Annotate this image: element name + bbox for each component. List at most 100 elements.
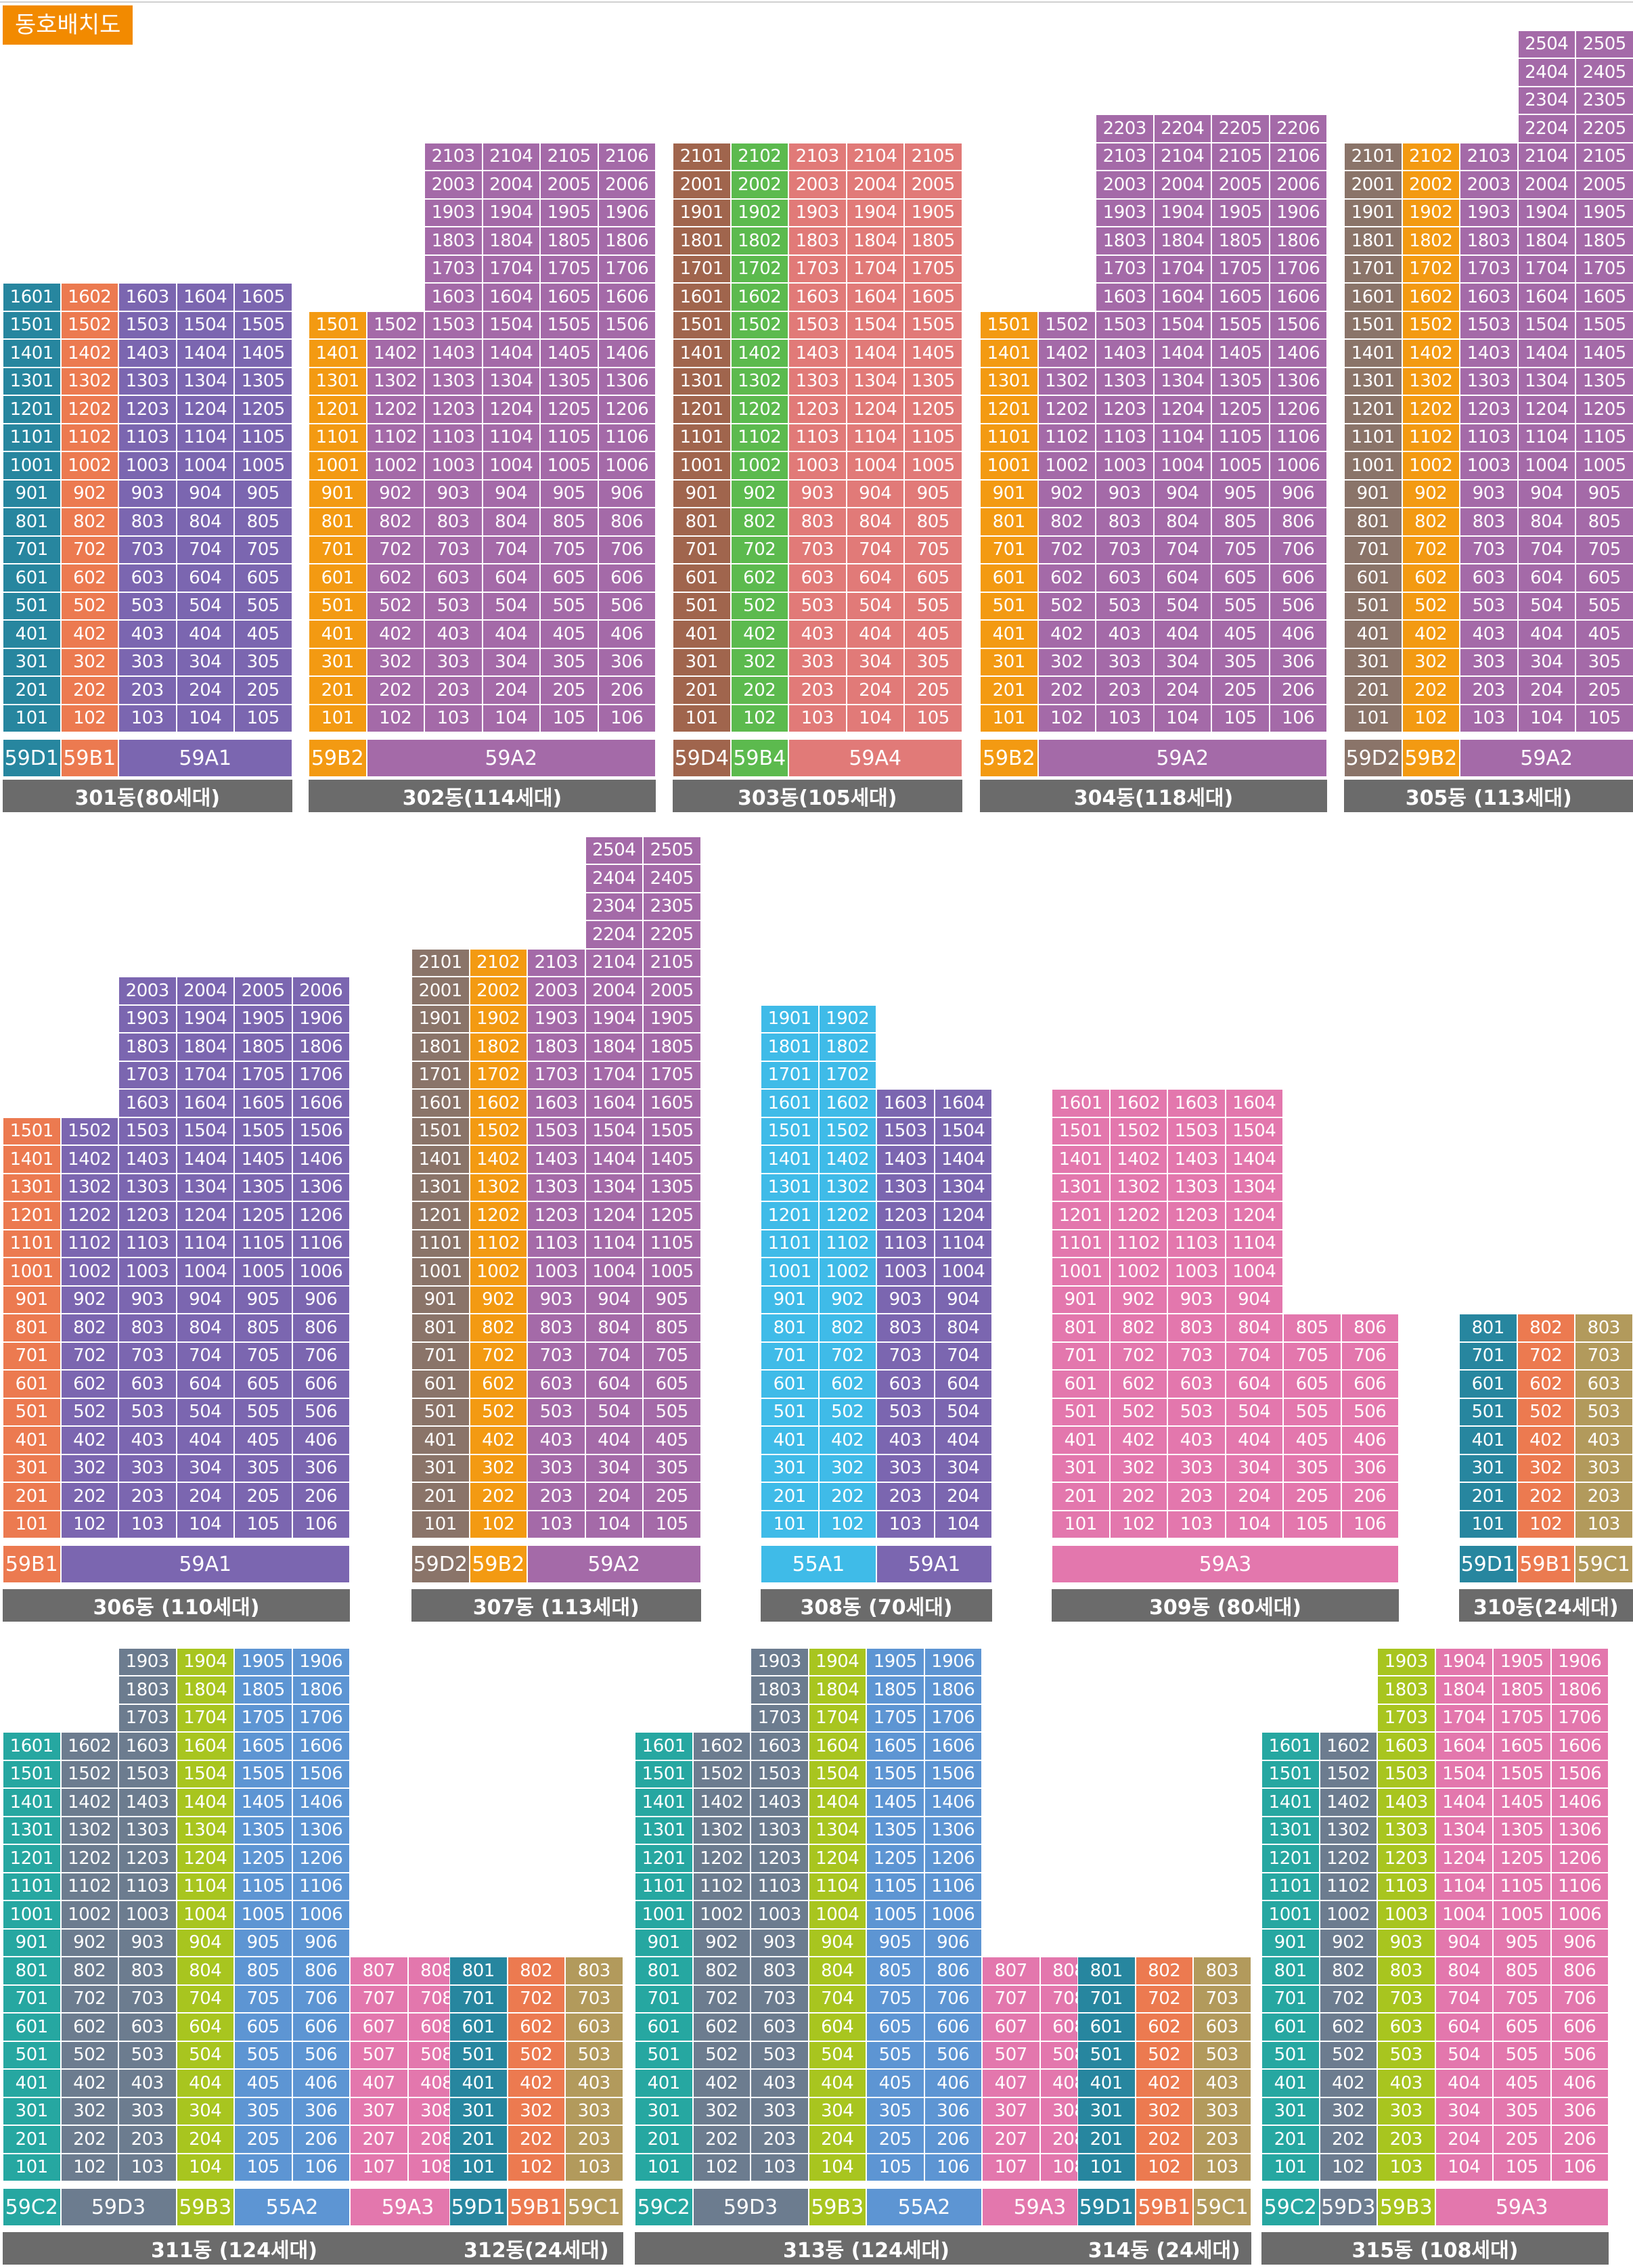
unit-cell: 1904 [176,1004,234,1033]
unit-cell: 1703 [118,1061,177,1089]
unit-cell: 1004 [934,1258,992,1286]
unit-cell: 306 [1341,1454,1399,1482]
unit-cell: 606 [1341,1370,1399,1398]
unit-cell: 402 [818,1426,876,1454]
unit-cell: 1804 [176,1033,234,1061]
unit-cell: 301 [3,1454,61,1482]
unit-cell: 2004 [482,171,540,199]
unit-cell: 1805 [1493,1676,1551,1704]
unit-cell: 1004 [176,1258,234,1286]
unit-cell: 705 [234,535,292,564]
unit-cell: 1903 [424,198,483,227]
unit-cell: 1304 [176,367,234,395]
unit-type-segment: 59D1 [449,2188,508,2226]
unit-cell: 1804 [808,1676,866,1704]
unit-cell: 906 [1269,479,1327,508]
unit-cell: 1406 [1550,1788,1609,1817]
unit-cell: 106 [292,1510,350,1538]
unit-cell: 303 [565,2097,623,2125]
unit-cell: 203 [1167,1482,1226,1511]
unit-cell: 701 [1261,1984,1320,2013]
unit-cell: 1904 [1517,198,1575,227]
unit-cell: 201 [1052,1482,1110,1511]
unit-cell: 1906 [292,1004,350,1033]
unit-cell: 103 [565,2153,623,2181]
unit-cell: 304 [176,1454,234,1482]
unit-cell: 403 [118,620,177,648]
unit-cell: 801 [1052,1314,1110,1342]
unit-cell: 1204 [846,395,904,424]
unit-cell: 405 [866,2069,924,2097]
unit-cell: 1803 [1460,227,1518,255]
unit-cell: 902 [1402,479,1460,508]
unit-cell: 2205 [643,920,701,949]
unit-cell: 1005 [866,1900,924,1929]
unit-cell: 706 [292,1341,350,1370]
unit-cell: 205 [234,676,292,705]
unit-cell: 301 [3,2097,61,2125]
unit-cell: 1505 [1211,311,1270,339]
unit-cell: 1703 [1377,1704,1435,1732]
unit-cell: 1703 [527,1061,585,1089]
unit-cell: 1404 [934,1145,992,1174]
unit-cell: 903 [788,479,847,508]
unit-cell: 303 [1460,648,1518,676]
unit-cell: 2404 [585,864,643,893]
unit-cell: 1501 [1344,311,1402,339]
unit-cell: 502 [469,1398,527,1426]
unit-cell: 102 [818,1510,876,1538]
unit-cell: 2101 [673,142,731,171]
unit-cell: 1205 [1493,1844,1551,1873]
unit-cell: 701 [3,535,61,564]
unit-cell: 402 [1517,1426,1575,1454]
unit-cell: 303 [424,648,483,676]
unit-cell: 504 [1153,592,1211,620]
unit-type-segment: 59A4 [788,739,962,777]
unit-cell: 1001 [309,451,367,480]
unit-cell: 1101 [411,1229,470,1258]
unit-cell: 101 [3,704,61,732]
unit-cell: 201 [673,676,731,705]
unit-cell: 506 [598,592,656,620]
unit-cell: 203 [565,2125,623,2154]
unit-type-segment: 55A2 [234,2188,350,2226]
unit-cell: 1105 [540,423,598,451]
unit-cell: 1202 [60,1844,118,1873]
unit-cell: 605 [234,564,292,592]
unit-cell: 702 [366,535,424,564]
unit-cell: 302 [1517,1454,1575,1482]
unit-cell: 1304 [934,1173,992,1201]
unit-cell: 1905 [1493,1647,1551,1676]
unit-cell: 903 [424,479,483,508]
unit-cell: 1404 [176,339,234,368]
unit-cell: 202 [692,2125,751,2154]
unit-cell: 601 [411,1370,470,1398]
unit-cell: 502 [60,1398,118,1426]
unit-cell: 1505 [234,311,292,339]
unit-cell: 1205 [1575,395,1633,424]
unit-cell: 201 [761,1482,819,1511]
unit-cell: 1303 [876,1173,935,1201]
unit-cell: 506 [292,2041,350,2069]
unit-cell: 1306 [1269,367,1327,395]
unit-cell: 2103 [424,142,483,171]
unit-cell: 102 [692,2153,751,2181]
unit-type-segment: 55A2 [866,2188,982,2226]
unit-cell: 1205 [643,1201,701,1230]
unit-cell: 203 [424,676,483,705]
unit-cell: 1503 [788,311,847,339]
unit-cell: 1405 [540,339,598,368]
unit-cell: 601 [1052,1370,1110,1398]
unit-cell: 1103 [751,1872,809,1900]
unit-cell: 202 [60,676,118,705]
unit-cell: 505 [1211,592,1270,620]
unit-cell: 703 [565,1984,623,2013]
unit-cell: 306 [924,2097,982,2125]
unit-cell: 805 [234,1314,292,1342]
unit-cell: 206 [292,2125,350,2154]
unit-cell: 702 [1319,1984,1377,2013]
unit-cell: 803 [118,508,177,536]
unit-cell: 501 [1344,592,1402,620]
unit-cell: 1603 [118,1089,177,1117]
unit-cell: 1203 [118,1201,177,1230]
